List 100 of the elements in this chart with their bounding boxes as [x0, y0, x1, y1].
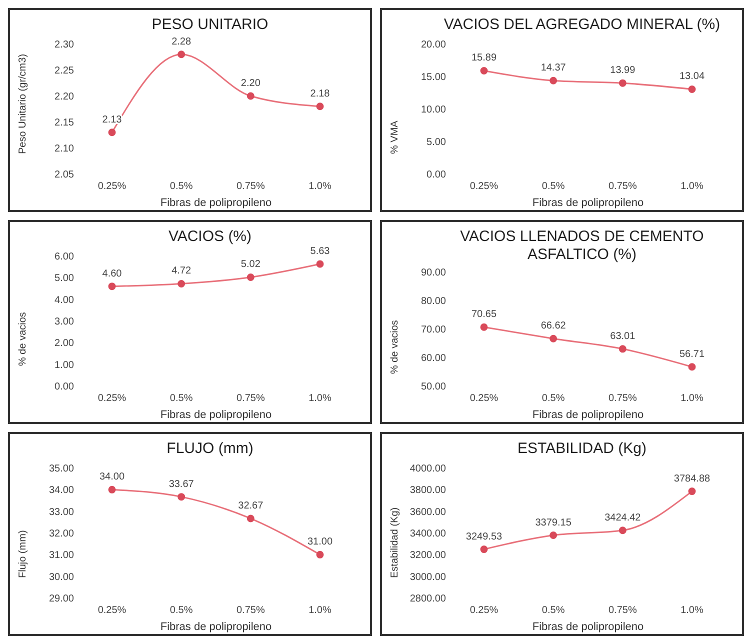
point	[178, 280, 186, 288]
x-axis-title: Fibras de polipropileno	[532, 621, 644, 633]
point	[246, 92, 254, 100]
x-tick-label: 0.25%	[470, 393, 498, 404]
data-label: 4.60	[102, 268, 122, 280]
data-label: 13.99	[610, 65, 636, 76]
x-tick-label: 0.25%	[98, 393, 126, 404]
data-label: 66.62	[540, 320, 566, 332]
x-tick-label: 0.5%	[170, 181, 193, 192]
point	[480, 323, 488, 331]
y-tick-label: 2800.00	[410, 594, 446, 605]
x-tick-label: 0.25%	[470, 181, 498, 192]
point	[316, 550, 324, 558]
x-axis-title: Fibras de polipropileno	[160, 621, 272, 633]
y-tick-label: 60.00	[420, 353, 446, 364]
y-tick-label: 2.25	[54, 66, 74, 77]
x-axis-title: Fibras de polipropileno	[532, 409, 644, 421]
y-tick-label: 2.00	[54, 338, 74, 350]
point	[688, 85, 696, 93]
data-label: 70.65	[471, 309, 497, 320]
y-tick-label: 33.00	[48, 506, 74, 518]
x-tick-label: 0.75%	[236, 605, 265, 616]
x-tick-label: 1.0%	[680, 393, 704, 404]
point	[316, 102, 324, 110]
chart-title: ESTABILIDAD (Kg)	[516, 440, 648, 458]
y-axis-title: % VMA	[390, 120, 401, 154]
chart-title: PESO UNITARIO	[150, 16, 270, 34]
y-tick-label: 2.15	[54, 118, 74, 129]
point	[688, 488, 696, 496]
x-tick-label: 0.5%	[542, 605, 565, 616]
y-tick-label: 15.00	[420, 72, 446, 84]
y-tick-label: 2.30	[54, 40, 74, 51]
data-label: 3249.53	[466, 531, 503, 542]
point	[480, 546, 488, 554]
y-tick-label: 70.00	[420, 324, 446, 336]
x-tick-label: 0.75%	[236, 181, 265, 192]
data-label: 3379.15	[535, 517, 572, 528]
data-label: 15.89	[471, 52, 497, 64]
x-tick-label: 0.75%	[608, 605, 637, 616]
y-tick-label: 2.20	[54, 92, 74, 103]
y-tick-label: 5.00	[426, 137, 446, 148]
x-tick-label: 1.0%	[308, 605, 332, 616]
x-tick-label: 0.25%	[470, 605, 498, 616]
x-tick-label: 1.0%	[680, 181, 704, 192]
y-tick-label: 2.10	[54, 144, 74, 155]
chart-title: VACIOS LLENADOS DE CEMENTO ASFALTICO (%)	[459, 228, 705, 264]
y-tick-label: 90.00	[420, 268, 446, 279]
chart-title: VACIOS (%)	[167, 228, 253, 246]
x-axis-title: Fibras de polipropileno	[532, 197, 644, 209]
x-axis-title: Fibras de polipropileno	[160, 197, 272, 209]
y-tick-label: 3200.00	[410, 550, 446, 562]
y-tick-label: 5.00	[54, 273, 74, 284]
y-tick-label: 32.00	[48, 528, 74, 540]
point	[618, 345, 626, 353]
data-label: 2.28	[172, 36, 192, 48]
x-tick-label: 0.75%	[608, 393, 637, 404]
x-tick-label: 0.5%	[542, 393, 565, 404]
chart-title: FLUJO (mm)	[166, 440, 254, 458]
y-tick-label: 10.00	[420, 104, 446, 116]
point	[246, 273, 254, 281]
y-tick-label: 29.00	[48, 594, 74, 605]
point	[178, 50, 186, 58]
point	[108, 128, 116, 136]
point	[246, 514, 254, 522]
data-label: 13.04	[679, 71, 705, 82]
y-tick-label: 4.00	[54, 294, 74, 306]
y-tick-label: 30.00	[48, 572, 74, 583]
y-tick-label: 4000.00	[410, 464, 446, 475]
data-label: 2.20	[240, 78, 261, 89]
y-axis-title: Peso Unitario (gr/cm3)	[18, 54, 29, 154]
y-tick-label: 3600.00	[410, 506, 446, 518]
data-label: 2.18	[310, 88, 330, 100]
data-label: 34.00	[99, 472, 125, 483]
y-tick-label: 1.00	[54, 360, 74, 371]
y-axis-title: % de vacios	[18, 312, 29, 366]
x-tick-label: 1.0%	[308, 181, 332, 192]
x-tick-label: 0.5%	[542, 181, 565, 192]
y-tick-label: 0.00	[54, 382, 74, 393]
point	[108, 486, 116, 494]
y-tick-label: 80.00	[420, 296, 446, 308]
data-label: 33.67	[168, 478, 194, 490]
y-tick-label: 35.00	[48, 464, 74, 475]
point	[618, 526, 626, 534]
point	[550, 334, 558, 342]
x-tick-label: 0.5%	[170, 605, 193, 616]
point	[550, 76, 558, 84]
x-tick-label: 0.5%	[170, 393, 193, 404]
y-tick-label: 3800.00	[410, 485, 446, 496]
x-tick-label: 1.0%	[680, 605, 704, 616]
x-tick-label: 0.25%	[98, 605, 126, 616]
point	[316, 260, 324, 268]
x-tick-label: 0.75%	[236, 393, 265, 404]
point	[550, 532, 558, 540]
data-label: 32.67	[238, 500, 264, 512]
data-label: 63.01	[610, 330, 636, 342]
data-label: 14.37	[540, 62, 566, 74]
y-tick-label: 3400.00	[410, 528, 446, 540]
point	[480, 66, 488, 74]
chart-title: VACIOS DEL AGREGADO MINERAL (%)	[442, 16, 722, 34]
data-label: 31.00	[307, 536, 333, 548]
